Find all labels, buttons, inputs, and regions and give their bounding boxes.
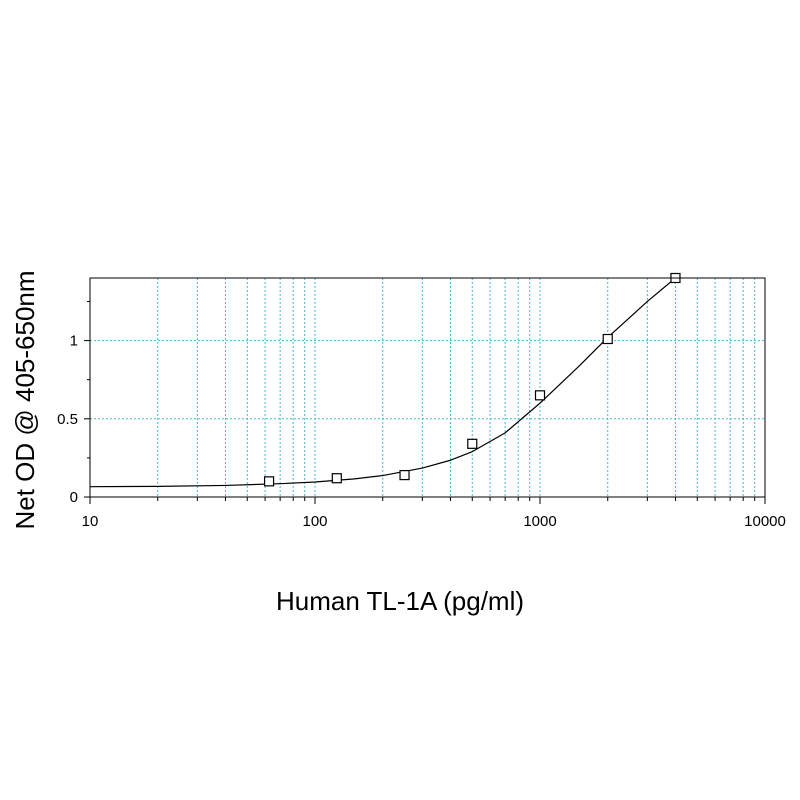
tick-labels: 10 100 1000 10000 0 0.5 1: [57, 333, 786, 530]
x-tick-label: 10000: [744, 513, 786, 530]
x-tick-label: 100: [302, 513, 327, 530]
x-tick-label: 10: [82, 513, 99, 530]
y-tick-label: 1: [70, 333, 78, 350]
data-point-marker: [534, 390, 546, 401]
data-point-marker: [602, 333, 613, 345]
data-point-marker: [263, 476, 275, 487]
data-point-marker: [467, 438, 478, 449]
data-point-marker: [331, 473, 342, 484]
axes-frame: [84, 277, 766, 504]
x-axis-title: Human TL-1A (pg/ml): [276, 586, 524, 616]
grid-lines: [90, 278, 765, 497]
x-tick-label: 1000: [523, 513, 556, 530]
y-axis-title: Net OD @ 405-650nm: [10, 270, 40, 529]
fit-curve-layer: [89, 277, 676, 488]
y-tick-label: 0: [70, 489, 78, 506]
data-point-marker: [399, 470, 410, 481]
plot-frame: [89, 277, 766, 498]
fit-curve: [89, 277, 676, 488]
y-tick-label: 0.5: [57, 411, 78, 428]
